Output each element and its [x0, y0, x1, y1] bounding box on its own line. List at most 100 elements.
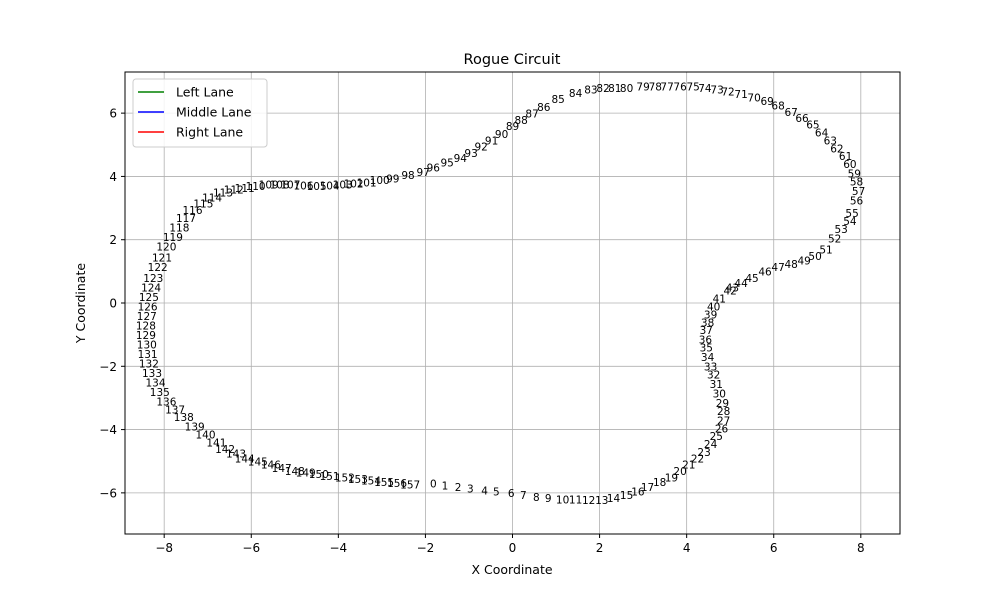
waypoint-label: 110: [246, 181, 266, 193]
legend: Left Lane Middle Lane Right Lane: [132, 78, 268, 148]
waypoint-label: 121: [152, 252, 172, 264]
waypoint-label: 144: [235, 453, 255, 465]
waypoint-label: 4: [481, 486, 488, 498]
y-tick-label: −6: [99, 486, 117, 500]
waypoint-label: 42: [724, 286, 737, 298]
waypoint-label: 83: [584, 85, 597, 97]
waypoint-label: 12: [582, 495, 595, 507]
waypoint-label: 56: [850, 196, 864, 208]
x-tick-label: −6: [242, 541, 260, 555]
waypoint-label: 146: [261, 460, 281, 472]
waypoint-label: 140: [195, 430, 215, 442]
waypoint-label: 26: [715, 423, 729, 435]
waypoint-label: 6: [508, 488, 515, 500]
chart-title: Rogue Circuit: [464, 52, 561, 68]
waypoint-label: 103: [333, 180, 353, 192]
waypoint-label: 5: [493, 487, 500, 499]
grid: [125, 72, 900, 534]
waypoint-label: 48: [785, 259, 798, 271]
waypoint-label: 27: [717, 415, 730, 427]
waypoint-label: 150: [309, 469, 329, 481]
waypoint-label: 36: [699, 335, 713, 347]
waypoint-label: 44: [734, 278, 748, 290]
y-tick-label: 6: [109, 107, 117, 121]
x-tick-label: 6: [770, 541, 778, 555]
waypoint-label: 87: [525, 109, 538, 121]
waypoint-label: 113: [213, 188, 233, 200]
waypoint-label: 23: [697, 447, 710, 459]
waypoint-label: 22: [691, 453, 704, 465]
waypoint-label: 20: [673, 466, 686, 478]
waypoint-label: 94: [454, 153, 468, 165]
x-tick-label: 0: [509, 541, 517, 555]
waypoint-label: 55: [845, 208, 858, 220]
waypoint-label: 115: [193, 199, 213, 211]
waypoint-label: 31: [710, 379, 723, 391]
waypoint-label: 89: [506, 121, 519, 133]
waypoint-label: 131: [138, 349, 158, 361]
waypoint-label: 78: [649, 82, 662, 94]
waypoint-label: 135: [150, 387, 170, 399]
waypoint-label: 17: [641, 482, 654, 494]
waypoint-label: 142: [215, 444, 235, 456]
waypoint-label: 79: [636, 82, 649, 94]
waypoint-label: 41: [713, 294, 726, 306]
waypoint-label: 116: [182, 205, 202, 217]
waypoint-label: 117: [176, 213, 196, 225]
waypoint-label: 45: [745, 273, 758, 285]
waypoint-label: 122: [148, 262, 168, 274]
waypoint-label: 129: [136, 330, 156, 342]
waypoint-label: 40: [707, 302, 720, 314]
waypoint-label: 15: [620, 490, 633, 502]
waypoint-label: 96: [427, 162, 441, 174]
waypoint-label: 3: [467, 483, 474, 495]
waypoint-label: 25: [710, 431, 723, 443]
waypoint-label: 85: [552, 94, 565, 106]
legend-label: Right Lane: [176, 125, 243, 140]
waypoint-label: 143: [226, 449, 246, 461]
waypoint-label: 81: [608, 83, 621, 95]
waypoint-label: 111: [235, 183, 255, 195]
y-tick-label: 4: [109, 170, 117, 184]
waypoint-label: 92: [475, 142, 488, 154]
waypoint-label: 91: [485, 135, 498, 147]
waypoint-label: 133: [142, 368, 162, 380]
waypoint-label: 10: [556, 495, 569, 507]
x-tick-label: 2: [596, 541, 604, 555]
waypoint-label: 141: [206, 438, 226, 450]
waypoint-label: 128: [136, 321, 156, 333]
waypoint-label: 59: [848, 169, 861, 181]
waypoint-label: 14: [607, 493, 621, 505]
waypoint-label: 105: [307, 181, 327, 193]
waypoint-label: 114: [202, 192, 222, 204]
y-tick-label: 0: [109, 297, 117, 311]
waypoint-label: 71: [734, 89, 747, 101]
waypoint-label: 112: [224, 184, 244, 196]
waypoint-label: 95: [441, 158, 454, 170]
waypoint-label: 53: [835, 224, 848, 236]
legend-box: [132, 78, 268, 148]
waypoint-label: 11: [569, 495, 582, 507]
waypoint-label: 73: [710, 85, 723, 97]
waypoint-label: 38: [701, 317, 714, 329]
waypoint-label: 155: [374, 477, 394, 489]
waypoint-label: 88: [515, 115, 528, 127]
x-axis-label: X Coordinate: [471, 562, 552, 577]
waypoint-label: 80: [620, 83, 633, 95]
waypoint-label: 153: [348, 474, 368, 486]
waypoint-label: 37: [700, 325, 713, 337]
waypoint-label: 98: [401, 170, 414, 182]
waypoint-label: 51: [819, 245, 832, 257]
waypoint-label: 104: [320, 181, 340, 193]
waypoint-label: 154: [361, 476, 381, 488]
waypoint-label: 66: [795, 113, 809, 125]
waypoint-label: 8: [533, 492, 540, 504]
waypoint-label: 148: [285, 466, 305, 478]
waypoint-label: 34: [701, 352, 715, 364]
waypoint-label: 99: [386, 173, 399, 185]
x-tick-label: −2: [417, 541, 435, 555]
waypoint-label: 108: [270, 180, 290, 192]
waypoint-label: 137: [165, 404, 185, 416]
waypoint-label: 102: [344, 179, 364, 191]
